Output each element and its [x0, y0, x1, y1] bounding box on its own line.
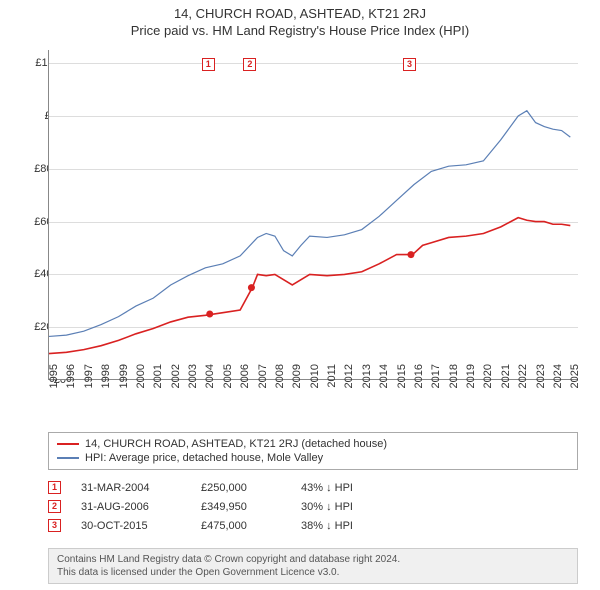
series-price_paid: [49, 218, 570, 354]
event-price: £475,000: [201, 520, 281, 532]
event-price: £250,000: [201, 482, 281, 494]
x-tick-label: 2019: [465, 364, 477, 404]
x-tick-label: 2010: [309, 364, 321, 404]
x-tick-label: 2023: [535, 364, 547, 404]
attribution-footer: Contains HM Land Registry data © Crown c…: [48, 548, 578, 584]
x-tick-label: 2008: [274, 364, 286, 404]
event-date: 30-OCT-2015: [81, 520, 181, 532]
event-table: 1 31-MAR-2004 £250,000 43% ↓ HPI 2 31-AUG-200…: [48, 478, 578, 535]
marker-label-3: 3: [403, 58, 416, 71]
event-delta: 30% ↓ HPI: [301, 501, 353, 513]
legend-swatch: [57, 457, 79, 459]
chart-subtitle: Price paid vs. HM Land Registry's House …: [0, 21, 600, 42]
x-tick-label: 2007: [257, 364, 269, 404]
event-date: 31-MAR-2004: [81, 482, 181, 494]
event-marker: 3: [48, 519, 61, 532]
x-tick-label: 2009: [291, 364, 303, 404]
footer-line-1: Contains HM Land Registry data © Crown c…: [57, 553, 569, 566]
x-tick-label: 2017: [430, 364, 442, 404]
event-marker: 1: [48, 481, 61, 494]
legend-label: 14, CHURCH ROAD, ASHTEAD, KT21 2RJ (deta…: [85, 438, 387, 450]
footer-line-2: This data is licensed under the Open Gov…: [57, 566, 569, 579]
x-tick-label: 2018: [448, 364, 460, 404]
x-tick-label: 2012: [343, 364, 355, 404]
event-marker: 2: [48, 500, 61, 513]
legend-item: HPI: Average price, detached house, Mole…: [57, 451, 569, 465]
chart-title: 14, CHURCH ROAD, ASHTEAD, KT21 2RJ: [0, 0, 600, 21]
x-tick-label: 1997: [83, 364, 95, 404]
x-tick-label: 2022: [517, 364, 529, 404]
chart-container: 14, CHURCH ROAD, ASHTEAD, KT21 2RJ Price…: [0, 0, 600, 590]
x-tick-label: 2002: [170, 364, 182, 404]
x-tick-label: 1995: [48, 364, 60, 404]
legend-item: 14, CHURCH ROAD, ASHTEAD, KT21 2RJ (deta…: [57, 437, 569, 451]
event-price: £349,950: [201, 501, 281, 513]
event-date: 31-AUG-2006: [81, 501, 181, 513]
x-tick-label: 2025: [569, 364, 581, 404]
x-tick-label: 2011: [326, 364, 338, 404]
x-tick-label: 2013: [361, 364, 373, 404]
x-tick-label: 2003: [187, 364, 199, 404]
x-tick-label: 1996: [65, 364, 77, 404]
line-series: [49, 50, 578, 379]
marker-label-2: 2: [243, 58, 256, 71]
event-row: 2 31-AUG-2006 £349,950 30% ↓ HPI: [48, 497, 578, 516]
event-row: 1 31-MAR-2004 £250,000 43% ↓ HPI: [48, 478, 578, 497]
series-hpi: [49, 111, 570, 337]
x-tick-label: 2006: [239, 364, 251, 404]
event-delta: 38% ↓ HPI: [301, 520, 353, 532]
x-tick-label: 2021: [500, 364, 512, 404]
x-tick-label: 2004: [204, 364, 216, 404]
event-row: 3 30-OCT-2015 £475,000 38% ↓ HPI: [48, 516, 578, 535]
x-tick-label: 1998: [100, 364, 112, 404]
x-tick-label: 2005: [222, 364, 234, 404]
event-delta: 43% ↓ HPI: [301, 482, 353, 494]
x-tick-label: 2024: [552, 364, 564, 404]
x-tick-label: 2014: [378, 364, 390, 404]
x-axis-labels: 1995199619971998199920002001200220032004…: [48, 380, 578, 430]
legend-box: 14, CHURCH ROAD, ASHTEAD, KT21 2RJ (deta…: [48, 432, 578, 470]
x-tick-label: 2015: [396, 364, 408, 404]
x-tick-label: 2016: [413, 364, 425, 404]
x-tick-label: 1999: [118, 364, 130, 404]
x-tick-label: 2001: [152, 364, 164, 404]
legend-label: HPI: Average price, detached house, Mole…: [85, 452, 323, 464]
plot-area: [48, 50, 578, 380]
marker-label-1: 1: [202, 58, 215, 71]
x-tick-label: 2020: [482, 364, 494, 404]
x-tick-label: 2000: [135, 364, 147, 404]
legend-swatch: [57, 443, 79, 445]
